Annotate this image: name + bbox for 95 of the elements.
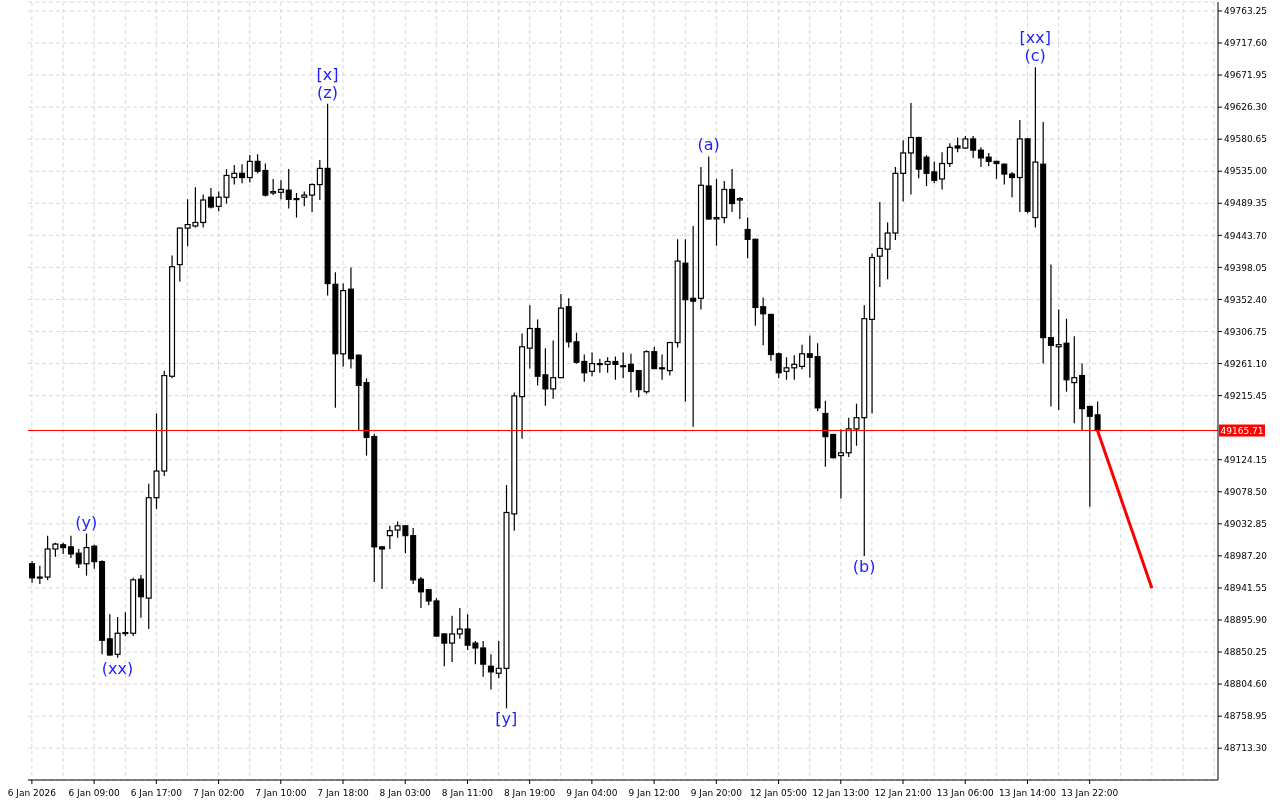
candlestick <box>487 653 494 691</box>
x-tick-label: 6 Jan 09:00 <box>68 788 121 798</box>
y-tick-label: 48941.55 <box>1224 583 1267 594</box>
y-tick-label: 49671.95 <box>1224 70 1267 81</box>
y-tick-label: 48987.20 <box>1224 551 1268 562</box>
y-tick-label: 49215.45 <box>1224 390 1267 401</box>
candlestick <box>822 400 829 468</box>
candlestick <box>970 135 977 159</box>
candlestick <box>760 297 767 346</box>
candlestick <box>526 304 533 370</box>
annotation: [x] <box>316 64 339 84</box>
candlestick <box>36 565 43 585</box>
candlestick <box>456 607 463 640</box>
y-tick-label: 48758.95 <box>1224 711 1267 722</box>
annotation: (y) <box>75 512 98 532</box>
candlestick <box>1086 405 1093 508</box>
y-tick-label: 48895.90 <box>1224 615 1268 626</box>
candlestick <box>239 163 246 184</box>
x-tick-label: 9 Jan 12:00 <box>628 788 681 798</box>
candlestick <box>1047 264 1054 408</box>
candlestick <box>316 159 323 201</box>
x-tick-label: 13 Jan 22:00 <box>1061 788 1119 798</box>
y-tick-label: 49443.70 <box>1224 230 1268 241</box>
x-tick-label: 7 Jan 02:00 <box>192 788 245 798</box>
candlestick <box>729 168 736 213</box>
candlestick <box>690 225 697 428</box>
candlestick <box>589 351 596 377</box>
y-tick-label: 48713.30 <box>1224 743 1268 754</box>
candlestick <box>246 154 253 184</box>
candlestick <box>550 339 557 400</box>
x-tick-label: 8 Jan 11:00 <box>441 788 494 798</box>
x-tick-label: 6 Jan 17:00 <box>130 788 183 798</box>
candlestick <box>620 351 627 379</box>
y-tick-label: 49352.40 <box>1224 294 1268 305</box>
candlestick <box>907 102 914 195</box>
annotation: (z) <box>317 82 338 102</box>
x-tick-label: 9 Jan 04:00 <box>566 788 618 798</box>
candlestick <box>1009 171 1016 198</box>
annotation: (b) <box>852 557 876 577</box>
x-tick-label: 6 Jan 2026 <box>7 788 57 798</box>
x-tick-label: 13 Jan 14:00 <box>998 788 1057 798</box>
candlestick <box>946 142 953 168</box>
candlestick <box>137 574 144 619</box>
candlestick <box>977 146 984 168</box>
y-tick-label: 49306.75 <box>1224 326 1267 337</box>
x-tick-label: 9 Jan 20:00 <box>690 788 743 798</box>
candlestick <box>449 615 456 663</box>
candlestick <box>806 334 813 379</box>
candlestick <box>200 193 207 228</box>
annotation: (c) <box>1024 46 1046 66</box>
y-tick-label: 49261.10 <box>1224 358 1268 369</box>
x-tick-label: 7 Jan 18:00 <box>317 788 369 798</box>
candlestick <box>67 535 74 559</box>
x-tick-label: 8 Jan 03:00 <box>379 788 432 798</box>
y-tick-label: 49535.00 <box>1224 166 1268 177</box>
candlestick <box>480 640 487 678</box>
candlestick <box>1001 162 1008 186</box>
x-tick-label: 13 Jan 06:00 <box>936 788 994 798</box>
candlestick <box>799 344 806 370</box>
candlestick <box>309 182 316 213</box>
candlestick <box>900 139 907 203</box>
candlestick <box>736 196 743 220</box>
x-tick-label: 12 Jan 21:00 <box>874 788 932 798</box>
x-tick-label: 12 Jan 13:00 <box>812 788 870 798</box>
x-tick-label: 12 Jan 05:00 <box>750 788 808 798</box>
annotation: [y] <box>495 709 518 729</box>
candlestick <box>277 179 284 200</box>
annotation: (xx) <box>101 658 134 678</box>
y-tick-label: 49489.35 <box>1224 198 1267 209</box>
annotation: [xx] <box>1019 28 1051 48</box>
ref-line-label: 49165.71 <box>1220 426 1264 437</box>
candlestick <box>837 429 844 500</box>
y-tick-label: 49078.50 <box>1224 486 1268 497</box>
candlestick <box>29 560 36 584</box>
candlestick <box>627 353 634 393</box>
y-tick-label: 49717.60 <box>1224 38 1268 49</box>
candlestick <box>1094 400 1101 432</box>
y-tick-label: 49398.05 <box>1224 262 1267 273</box>
y-tick-label: 49580.65 <box>1224 134 1267 145</box>
y-tick-label: 48804.60 <box>1224 679 1268 690</box>
annotation: (a) <box>697 135 720 155</box>
candlestick <box>939 151 946 191</box>
y-tick-label: 49124.15 <box>1224 454 1267 465</box>
y-tick-label: 49626.30 <box>1224 102 1268 113</box>
y-tick-label: 48850.25 <box>1224 647 1267 658</box>
candlestick <box>417 576 424 609</box>
y-tick-label: 49763.25 <box>1224 6 1267 17</box>
candlestick <box>386 525 393 550</box>
x-tick-label: 8 Jan 19:00 <box>504 788 556 798</box>
candlestick <box>379 545 386 590</box>
candlestick <box>106 613 113 657</box>
x-tick-label: 7 Jan 10:00 <box>255 788 307 798</box>
y-tick-label: 49032.85 <box>1224 519 1267 530</box>
candlestick <box>659 353 666 381</box>
candlestick <box>876 201 883 288</box>
